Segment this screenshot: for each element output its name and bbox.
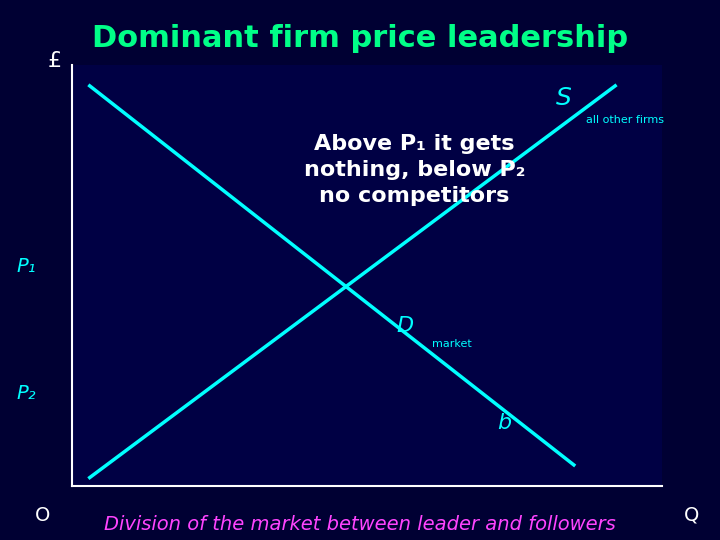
Text: £: £ <box>48 51 61 71</box>
Text: Above P₁ it gets
nothing, below P₂
no competitors: Above P₁ it gets nothing, below P₂ no co… <box>304 134 525 206</box>
Text: D: D <box>397 316 414 336</box>
Text: Q: Q <box>684 506 700 525</box>
Text: Dominant firm price leadership: Dominant firm price leadership <box>92 24 628 53</box>
Text: all other firms: all other firms <box>585 116 664 125</box>
Text: O: O <box>35 506 50 525</box>
Text: P₁: P₁ <box>17 258 37 276</box>
Text: Division of the market between leader and followers: Division of the market between leader an… <box>104 515 616 534</box>
Text: b: b <box>497 413 511 433</box>
Text: P₂: P₂ <box>17 384 37 403</box>
Text: market: market <box>432 339 472 349</box>
Text: S: S <box>556 86 572 111</box>
